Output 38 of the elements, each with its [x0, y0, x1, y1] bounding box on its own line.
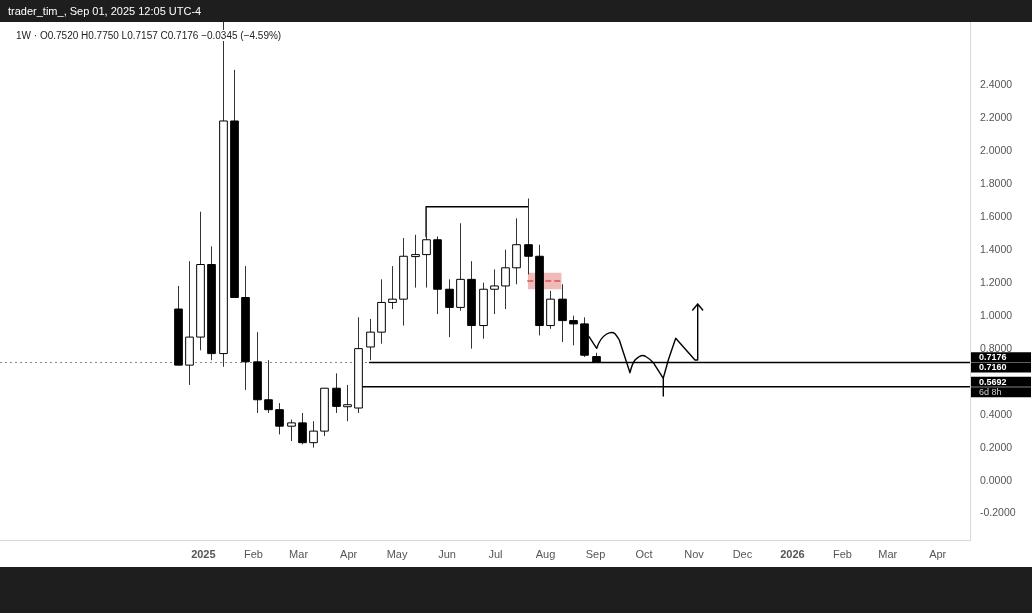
- x-tick-label: Apr: [340, 547, 358, 560]
- y-tick-label: 1.8000: [980, 176, 1013, 189]
- y-tick-label: 2.0000: [980, 143, 1013, 156]
- x-tick-label: Feb: [833, 547, 852, 560]
- y-tick-label: 0.0000: [980, 473, 1013, 486]
- y-tick-label: -0.2000: [980, 506, 1016, 519]
- x-tick-label: Aug: [535, 547, 556, 560]
- x-tick-label: Apr: [929, 547, 947, 560]
- x-tick-label: 2025: [191, 547, 216, 560]
- x-tick-label: Feb: [243, 547, 263, 560]
- x-tick-label: Mar: [289, 547, 309, 560]
- y-tick-label: 0.4000: [980, 407, 1013, 420]
- x-tick-label: Sep: [585, 547, 606, 560]
- candlestick: [490, 268, 499, 315]
- x-tick-label: Nov: [684, 547, 705, 560]
- y-tick-label: 1.2000: [980, 275, 1013, 288]
- x-tick-label: Mar: [878, 547, 898, 560]
- y-tick-label: 1.6000: [980, 209, 1013, 222]
- text: trader_tim_, Sep 01, 2025 12:05 UTC-4: [8, 5, 202, 17]
- y-tick-label: 0.8000: [980, 341, 1013, 354]
- x-tick-label: 2026: [780, 547, 805, 560]
- data-label: 0.7160: [979, 362, 1007, 373]
- y-tick-label: 2.4000: [980, 77, 1013, 90]
- candlestick: [287, 419, 296, 442]
- ref-line-label: 0.7176: [979, 352, 1007, 363]
- x-tick-label: Jul: [488, 547, 503, 560]
- candlestick: [275, 402, 284, 435]
- y-tick-label: 2.2000: [980, 110, 1013, 123]
- x-tick-label: Oct: [635, 547, 653, 560]
- y-tick-label: 0.2000: [980, 440, 1013, 453]
- y-tick-label: 1.4000: [980, 242, 1013, 255]
- y-tick-label: 1.0000: [980, 308, 1013, 321]
- x-tick-label: Jun: [438, 547, 456, 560]
- x-tick-label: Dec: [732, 547, 753, 560]
- data-label: 0.5692: [979, 376, 1007, 387]
- x-tick-label: May: [386, 547, 408, 560]
- text: 6d 8h: [979, 387, 1002, 398]
- text: 1W · O0.7520 H0.7750 L0.7157 C0.7176 −0.0345 (−4.59%): [14, 30, 284, 41]
